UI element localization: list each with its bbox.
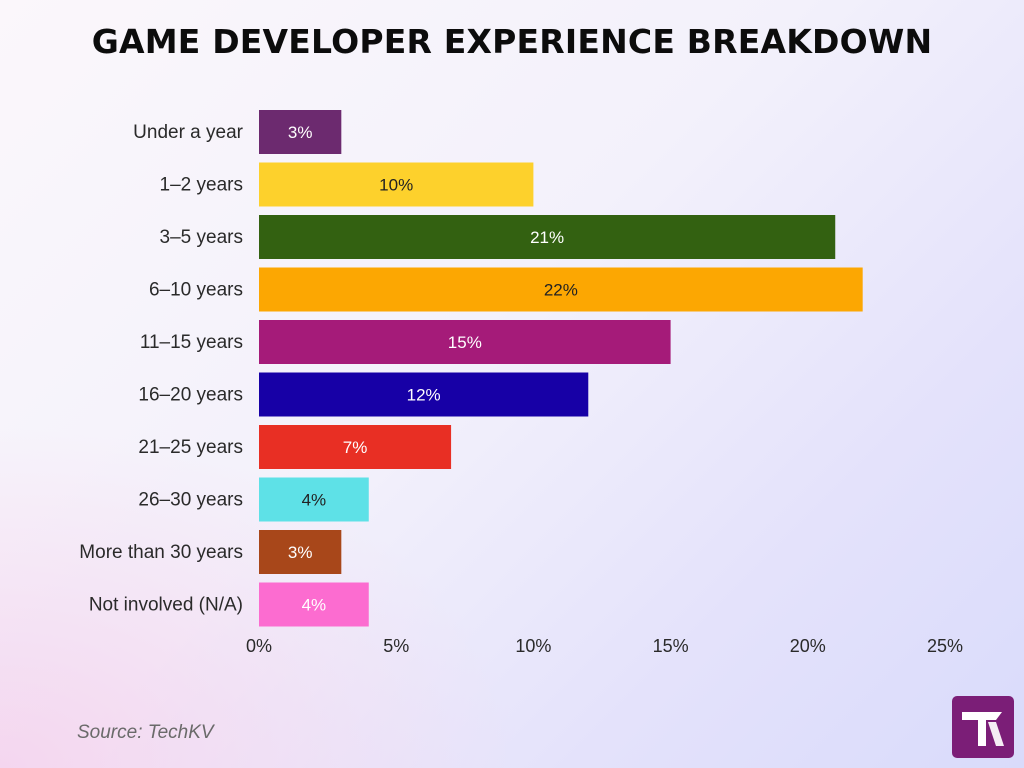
techkv-logo: [952, 696, 1014, 758]
bar: [259, 372, 589, 417]
x-tick-label: 25%: [927, 636, 963, 656]
bar: [259, 530, 342, 574]
category-label: Under a year: [133, 122, 244, 143]
bar: [259, 582, 369, 627]
bar-value-label: 4%: [302, 491, 327, 510]
category-label: 26–30 years: [138, 490, 243, 511]
bar-chart: 3% 10% 21% 22% 15% 12% 7% 4% 3% 4% Under a year 1–…: [79, 110, 963, 656]
bar: [259, 320, 671, 364]
bar-value-label: 4%: [302, 596, 327, 615]
source-note: Source: TechKV: [77, 722, 214, 743]
category-label: 3–5 years: [160, 227, 243, 248]
category-label: 6–10 years: [149, 280, 243, 301]
bar-value-label: 21%: [530, 228, 564, 247]
category-label: More than 30 years: [79, 542, 243, 563]
bar-value-label: 3%: [288, 543, 313, 562]
category-label: 21–25 years: [138, 437, 243, 458]
category-label: 11–15 years: [140, 332, 243, 353]
bar-value-label: 10%: [379, 176, 413, 195]
chart-title: GAME DEVELOPER EXPERIENCE BREAKDOWN: [91, 22, 933, 61]
x-tick-label: 20%: [790, 636, 826, 656]
bar-value-label: 15%: [448, 333, 482, 352]
bar-value-label: 12%: [407, 386, 441, 405]
x-tick-label: 5%: [383, 636, 409, 656]
x-tick-label: 15%: [653, 636, 689, 656]
bar: [259, 110, 342, 154]
bar-value-label: 22%: [544, 281, 578, 300]
bar-value-label: 7%: [343, 438, 368, 457]
x-tick-label: 10%: [515, 636, 551, 656]
bars-layer: 3% 10% 21% 22% 15% 12% 7% 4% 3% 4%: [259, 110, 863, 627]
bar: [259, 215, 836, 259]
x-tick-label: 0%: [246, 636, 272, 656]
bar: [259, 162, 534, 207]
bar-value-label: 3%: [288, 123, 313, 142]
bar: [259, 477, 369, 522]
bar: [259, 425, 452, 469]
category-labels-layer: Under a year 1–2 years 3–5 years 6–10 years…: [79, 122, 243, 616]
category-label: Not involved (N/A): [89, 595, 243, 616]
bar: [259, 267, 863, 312]
category-label: 1–2 years: [160, 175, 243, 196]
category-label: 16–20 years: [138, 385, 243, 406]
x-axis-ticks-layer: 0% 5% 10% 15% 20% 25%: [246, 636, 963, 656]
